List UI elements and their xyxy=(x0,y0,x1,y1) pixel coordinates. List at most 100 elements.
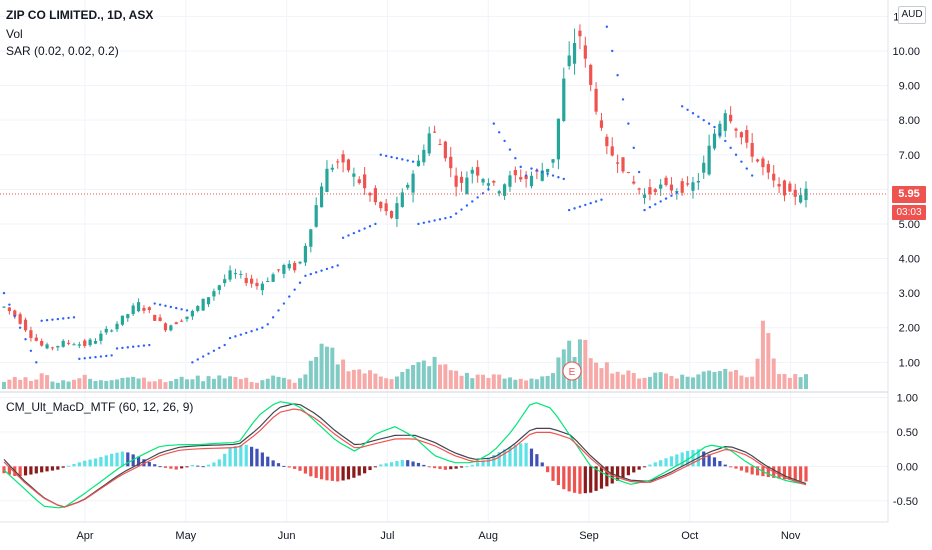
macd-histogram-bar xyxy=(766,466,770,478)
macd-histogram-bar xyxy=(653,462,657,467)
candle-body xyxy=(583,45,587,59)
candle-body xyxy=(562,78,566,121)
volume-bar xyxy=(179,376,184,389)
sar-dot xyxy=(745,167,748,170)
candle-body xyxy=(196,306,200,311)
candle-body xyxy=(319,186,324,208)
candle-body xyxy=(180,320,184,322)
volume-bar xyxy=(475,374,480,389)
candle-body xyxy=(163,323,168,331)
sar-dot xyxy=(417,222,420,226)
volume-bar xyxy=(577,339,582,389)
volume-bar xyxy=(470,378,475,389)
sar-dot xyxy=(255,328,259,331)
sar-legend[interactable]: SAR (0.02, 0.02, 0.2) xyxy=(6,44,119,58)
volume-bar xyxy=(147,381,152,389)
candle-body xyxy=(497,191,501,194)
volume-bar xyxy=(481,374,486,389)
volume-bar xyxy=(28,380,33,389)
macd-histogram-bar xyxy=(7,466,11,475)
macd-histogram-bar xyxy=(718,460,722,467)
candle-body xyxy=(336,161,340,163)
sar-dot xyxy=(18,326,22,329)
volume-bar xyxy=(518,378,523,389)
sar-dot xyxy=(557,176,560,179)
macd-histogram-bar xyxy=(476,462,480,467)
macd-histogram-bar xyxy=(524,443,528,467)
volume-bar xyxy=(168,381,173,389)
candle-body xyxy=(578,30,582,37)
macd-histogram-bar xyxy=(29,466,33,475)
volume-bar xyxy=(163,382,168,389)
candle-body xyxy=(406,184,410,188)
candle-body xyxy=(605,136,609,147)
candle-body xyxy=(632,181,636,184)
symbol-title[interactable]: ZIP CO LIMITED., 1D, ASX xyxy=(6,8,154,22)
candle-body xyxy=(217,285,221,291)
macd-histogram-bar xyxy=(702,451,706,467)
candle-body xyxy=(29,330,33,338)
macd-histogram-bar xyxy=(454,466,458,469)
time-tick-label: Apr xyxy=(76,530,93,542)
volume-bar xyxy=(664,373,669,389)
sar-dot xyxy=(390,155,393,159)
volume-bar xyxy=(454,370,459,389)
macd-histogram-bar xyxy=(23,466,28,476)
sar-dot xyxy=(713,125,716,129)
sar-dot xyxy=(541,170,544,174)
macd-histogram-bar xyxy=(642,466,647,468)
sar-dot xyxy=(72,316,76,319)
macd-histogram-bar xyxy=(594,466,598,491)
sar-dot xyxy=(8,303,11,306)
volume-bar xyxy=(357,369,362,389)
macd-histogram-bar xyxy=(486,457,491,467)
currency-label[interactable]: AUD xyxy=(898,6,926,24)
sar-dot xyxy=(508,148,512,151)
time-tick-label: Oct xyxy=(681,530,698,542)
candle-body xyxy=(513,170,517,176)
volume-bar xyxy=(71,379,76,389)
volume-legend[interactable]: Vol xyxy=(6,27,23,41)
volume-bar xyxy=(464,372,469,389)
volume-bar xyxy=(626,370,631,389)
volume-bar xyxy=(787,377,792,389)
sar-dot xyxy=(497,131,501,134)
candle-body xyxy=(793,189,797,197)
candle-body xyxy=(56,345,60,348)
sar-dot xyxy=(169,305,173,309)
sar-dot xyxy=(131,345,135,348)
candle-body xyxy=(443,141,447,159)
volume-bar xyxy=(201,381,206,389)
sar-dot xyxy=(605,25,609,28)
price-tick-label: 2.00 xyxy=(899,323,920,335)
sar-dot xyxy=(228,336,232,340)
macd-histogram-bar xyxy=(616,466,620,481)
macd-histogram-bar xyxy=(389,462,394,467)
volume-bar xyxy=(222,378,227,389)
sar-dot xyxy=(471,200,474,203)
candle-body xyxy=(18,314,22,324)
sar-dot xyxy=(449,215,452,219)
macd-histogram-bar xyxy=(648,464,652,467)
sar-dot xyxy=(411,160,415,163)
volume-bar xyxy=(432,356,437,389)
macd-histogram-bar xyxy=(56,466,60,470)
volume-bar xyxy=(104,380,109,389)
volume-bar xyxy=(793,374,798,389)
earnings-marker[interactable] xyxy=(562,361,582,381)
volume-bar xyxy=(238,379,243,389)
macd-histogram-bar xyxy=(465,466,469,468)
sar-dot xyxy=(454,212,458,215)
sar-dot xyxy=(304,274,307,278)
candle-body xyxy=(712,133,717,149)
candle-body xyxy=(508,175,512,187)
sar-dot xyxy=(88,356,92,359)
candle-body xyxy=(384,203,388,212)
macd-legend[interactable]: CM_Ult_MacD_MTF (60, 12, 26, 9) xyxy=(6,400,194,414)
macd-histogram-bar xyxy=(201,466,205,468)
macd-histogram-bar xyxy=(508,446,512,467)
volume-bar xyxy=(513,379,518,389)
volume-bar xyxy=(599,368,604,389)
sar-dot xyxy=(643,208,646,212)
